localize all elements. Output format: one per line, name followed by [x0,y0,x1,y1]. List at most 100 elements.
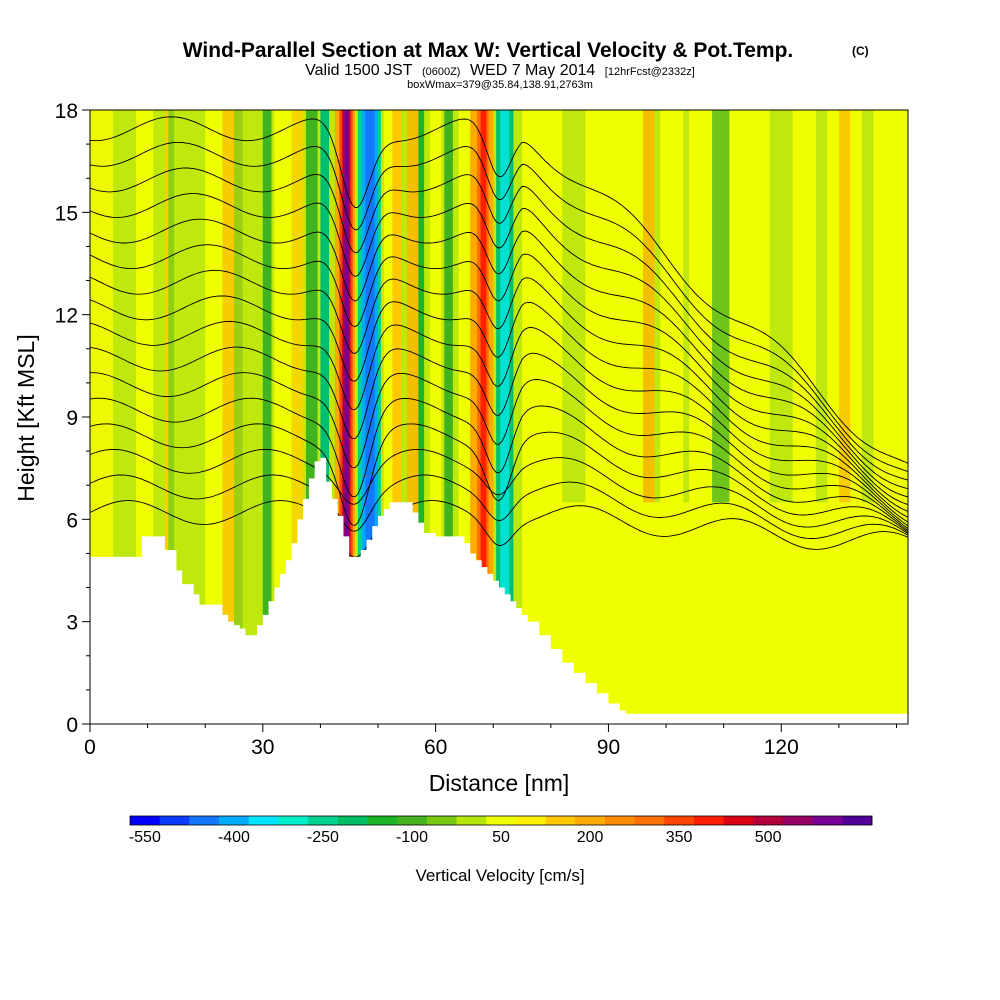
colorbar-label-5: 200 [577,829,604,846]
velocity-band-3 [168,110,175,724]
colorbar-title: Vertical Velocity [cm/s] [415,866,584,885]
theta-contour-0 [90,500,908,558]
valid-line: Valid 1500 JST (0600Z) WED 7 May 2014 [1… [305,62,695,79]
velocity-band-24 [444,110,453,724]
velocity-band-19 [383,110,396,724]
velocity-band-11 [320,110,330,724]
velocity-band-28 [480,110,487,724]
theta-contour-4 [90,397,908,531]
colorbar-labels: -550 -400 -250 -100 50 200 350 500 [129,829,782,846]
velocity-band-15 [344,110,349,724]
velocity-band-2 [164,110,171,724]
colorbar-swatch-19 [693,816,724,825]
theta-contour-8 [90,295,908,518]
x-tick-label-3: 90 [597,736,620,759]
colorbar-frame [129,815,873,826]
y-tick-label-1: 3 [66,612,78,635]
y-tick-label-3: 9 [66,407,78,430]
y-axis: 0 3 6 9 12 15 18 [55,100,90,737]
theta-contour-3 [90,423,908,533]
x-axis-label: Distance [nm] [429,770,570,796]
colorbar-swatch-3 [219,816,250,825]
colorbar-swatch-21 [753,816,784,825]
velocity-band-41 [838,110,851,724]
colorbar-swatch-23 [812,816,843,825]
colorbar-swatch-13 [515,816,546,825]
plot-area [90,110,908,724]
colorbar-swatch-20 [723,816,754,825]
terrain [90,457,908,724]
velocity-band-21 [406,110,419,724]
velocity-band-5 [222,110,235,724]
velocity-band-9 [291,110,304,724]
colorbar-label-0: -550 [129,829,161,846]
velocity-band-6 [234,110,243,724]
theta-contour-2 [90,448,908,534]
velocity-band-34 [643,110,655,724]
forecast-info: [12hrFcst@2332z] [605,66,695,78]
theta-contours [90,116,908,558]
colorbar-swatch-9 [397,816,428,825]
theta-contour-15 [90,116,908,464]
colorbar-swatch-11 [456,816,487,825]
colorbar-swatch-0 [130,816,160,825]
y-tick-label-0: 0 [66,714,78,737]
colorbar-swatch-22 [782,816,813,825]
valid-utc: (0600Z) [422,66,461,78]
colorbar-swatch-18 [664,816,695,825]
colorbar-swatch-4 [248,816,279,825]
y-axis-label: Height [Kft MSL] [13,334,39,501]
colorbar-swatch-5 [278,816,309,825]
x-tick-label-1: 30 [251,736,274,759]
colorbar-label-1: -400 [218,829,250,846]
box-info: boxWmax=379@35.84,138.91,2763m [407,79,593,91]
x-tick-label-4: 120 [764,736,799,759]
velocity-band-4 [205,110,223,724]
colorbar-swatch-10 [426,816,457,825]
colorbar-swatch-1 [159,816,190,825]
colorbar-swatch-2 [189,816,220,825]
theta-contour-10 [90,244,908,506]
y-tick-label-2: 6 [66,509,78,532]
theta-contour-9 [90,269,908,512]
colorbar-swatch-24 [842,816,873,825]
colorbar-label-4: 50 [492,829,510,846]
colorbar-swatch-7 [337,816,368,825]
theta-contour-7 [90,321,908,523]
colorbar-swatch-15 [575,816,606,825]
y-tick-label-6: 18 [55,100,78,123]
velocity-band-23 [429,110,442,724]
colorbar-swatch-8 [367,816,398,825]
x-tick-label-2: 60 [424,736,447,759]
colorbar-swatch-17 [634,816,665,825]
theta-contour-14 [90,141,908,473]
colorbar-swatch-14 [545,816,576,825]
theta-contour-5 [90,372,908,529]
colorbar-label-3: -100 [396,829,428,846]
velocity-band-25 [458,110,471,724]
velocity-band-22 [418,110,425,724]
colorbar-label-6: 350 [666,829,693,846]
velocity-band-18 [365,110,375,724]
valid-prefix: Valid 1500 JST [305,62,413,79]
colorbar-label-2: -250 [307,829,339,846]
colorbar-label-7: 500 [755,829,782,846]
colorbar [129,815,873,826]
theta-contour-12 [90,193,908,490]
theta-contour-1 [90,474,908,539]
velocity-band-30 [500,110,510,724]
velocity-band-20 [392,110,402,724]
y-tick-label-4: 12 [55,305,78,328]
copyright-mark: (C) [852,44,869,58]
x-tick-label-0: 0 [84,736,96,759]
theta-contour-13 [90,167,908,481]
x-axis: 0 30 60 90 120 [84,724,897,759]
velocity-band-7 [262,110,272,724]
theta-contour-11 [90,218,908,498]
y-tick-label-5: 15 [55,202,78,225]
valid-date: WED 7 May 2014 [470,62,595,79]
colorbar-swatch-16 [604,816,635,825]
theta-contour-6 [90,346,908,527]
chart-title: Wind-Parallel Section at Max W: Vertical… [183,39,794,62]
